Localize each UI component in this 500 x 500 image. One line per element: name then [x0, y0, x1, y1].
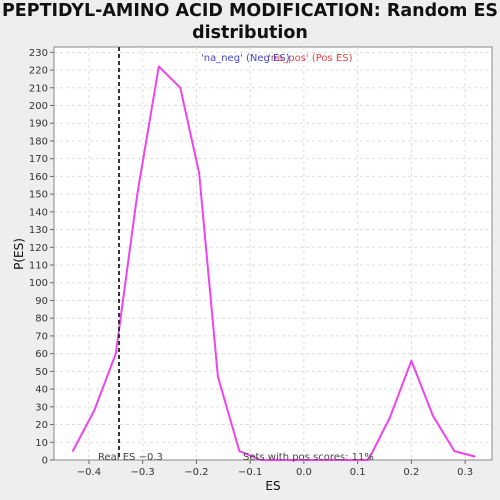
y-tick-label: 20 [35, 420, 48, 431]
x-tick-label: 0.2 [403, 467, 419, 478]
y-tick-label: 60 [35, 349, 48, 360]
series-point [157, 65, 160, 68]
series-point [238, 450, 241, 452]
x-tick-label: 0.1 [350, 467, 366, 478]
y-axis-label: P(ES) [12, 238, 26, 270]
y-tick-label: 100 [29, 278, 48, 289]
series-point [453, 450, 456, 452]
y-tick-label: 80 [35, 314, 48, 325]
series-point [136, 193, 139, 195]
x-axis-label: ES [265, 479, 280, 493]
y-tick-label: 110 [29, 261, 48, 272]
series-point [217, 375, 219, 378]
y-tick-label: 200 [29, 101, 48, 112]
x-tick-label: 0.0 [296, 467, 312, 478]
chart-title: PEPTIDYL-AMINO ACID MODIFICATION: Random… [0, 0, 500, 44]
series-point [93, 409, 96, 412]
x-tick-label: −0.4 [77, 467, 101, 478]
y-tick-label: 230 [29, 48, 48, 59]
series-point [346, 459, 348, 461]
series-point [303, 459, 305, 461]
x-tick-label: −0.3 [131, 467, 155, 478]
plot-area [53, 46, 493, 461]
series-point [72, 450, 74, 452]
y-tick-label: 30 [35, 402, 48, 413]
y-tick-label: 160 [29, 172, 48, 183]
series [71, 65, 476, 461]
chart-title-line-1: PEPTIDYL-AMINO ACID MODIFICATION: Random… [1, 1, 499, 21]
real-es-annotation: Real ES −0.3 [98, 452, 163, 463]
y-tick-label: 210 [29, 83, 48, 94]
y-tick-label: 40 [35, 385, 48, 396]
legend-entry-neg: 'na_neg' (Neg ES) [201, 53, 290, 64]
series-line [71, 65, 476, 461]
series-point [324, 459, 327, 461]
series-point [198, 172, 200, 174]
y-tick-label: 70 [35, 331, 48, 342]
y-tick-label: 190 [29, 119, 48, 130]
x-tick-label: −0.1 [238, 467, 262, 478]
series-point [410, 359, 413, 362]
x-tick-label: −0.2 [184, 467, 208, 478]
series-point [474, 455, 476, 458]
y-tick-label: 90 [35, 296, 48, 307]
y-tick-label: 140 [29, 207, 48, 218]
y-tick-label: 150 [29, 190, 48, 201]
series-point [432, 414, 434, 417]
series-point [367, 459, 370, 461]
grid [54, 47, 492, 460]
y-tick-label: 170 [29, 154, 48, 165]
y-tick-label: 220 [29, 66, 48, 77]
y-tick-label: 50 [35, 367, 48, 378]
axis-ticks: 0 10 20 30 40 50 60 70 80 90 100 110 120 130 140 150 160… [29, 48, 473, 478]
series-point [260, 459, 262, 461]
y-tick-label: 10 [35, 438, 48, 449]
legend-entry-pos: 'na_pos' (Pos ES) [268, 53, 353, 64]
chart-title-line-2: distribution [192, 23, 308, 43]
y-tick-label: 0 [42, 456, 48, 467]
y-tick-label: 130 [29, 225, 48, 236]
pos-scores-annotation: Sets with pos scores: 11% [243, 452, 374, 463]
series-point [179, 86, 182, 89]
series-point [115, 352, 117, 355]
series-point [389, 416, 391, 419]
series-point [281, 459, 284, 461]
x-tick-label: 0.3 [457, 467, 473, 478]
y-tick-label: 120 [29, 243, 48, 254]
y-tick-label: 180 [29, 136, 48, 147]
